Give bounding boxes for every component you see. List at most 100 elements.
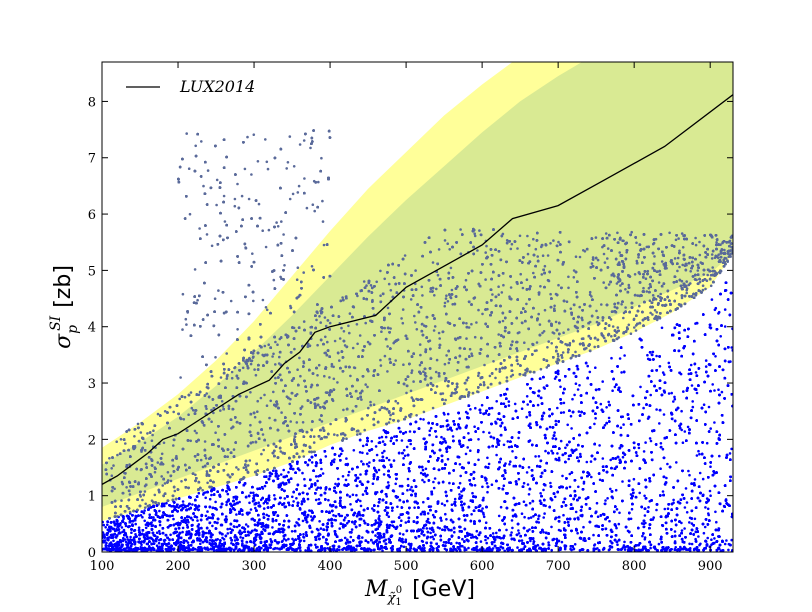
scatter-point — [163, 502, 166, 506]
scatter-point — [369, 403, 373, 407]
scatter-point — [238, 500, 241, 504]
scatter-point — [378, 459, 382, 462]
scatter-point — [246, 135, 249, 139]
scatter-point — [466, 376, 470, 380]
scatter-point — [467, 546, 470, 550]
scatter-point — [657, 294, 660, 298]
scatter-point — [658, 422, 661, 425]
scatter-point — [683, 430, 687, 433]
scatter-point — [381, 549, 384, 552]
scatter-point — [694, 537, 697, 541]
scatter-point — [444, 441, 448, 444]
scatter-point — [622, 239, 625, 243]
scatter-point — [338, 359, 341, 362]
scatter-point — [557, 355, 560, 358]
scatter-point — [567, 286, 570, 290]
scatter-point — [523, 341, 526, 345]
scatter-point — [465, 322, 468, 325]
scatter-point — [401, 321, 405, 325]
scatter-point — [338, 337, 342, 340]
scatter-point — [115, 440, 118, 444]
scatter-point — [332, 514, 335, 517]
scatter-point — [477, 458, 480, 462]
scatter-point — [169, 479, 173, 483]
scatter-point — [286, 161, 290, 164]
scatter-point — [679, 545, 682, 549]
scatter-point — [262, 502, 266, 505]
scatter-point — [233, 204, 237, 208]
scatter-point — [112, 464, 115, 467]
scatter-point — [302, 320, 306, 323]
scatter-point — [482, 496, 485, 500]
scatter-point — [409, 389, 413, 393]
scatter-point — [709, 465, 712, 469]
scatter-point — [419, 417, 422, 421]
scatter-point — [143, 490, 147, 493]
scatter-point — [711, 266, 714, 269]
scatter-point — [698, 452, 701, 456]
scatter-point — [319, 527, 323, 530]
scatter-point — [674, 546, 677, 549]
scatter-point — [701, 284, 705, 288]
scatter-point — [441, 440, 445, 444]
scatter-point — [287, 480, 291, 484]
scatter-point — [288, 402, 292, 406]
scatter-point — [353, 366, 357, 370]
scatter-point — [302, 271, 306, 274]
scatter-point — [555, 537, 559, 541]
scatter-point — [624, 288, 627, 291]
scatter-point — [318, 418, 322, 422]
scatter-point — [647, 286, 651, 290]
scatter-point — [402, 449, 406, 452]
scatter-point — [398, 484, 402, 488]
scatter-point — [359, 473, 362, 476]
scatter-point — [443, 304, 447, 308]
scatter-point — [672, 400, 675, 403]
scatter-point — [473, 484, 477, 487]
scatter-point — [443, 413, 446, 416]
scatter-point — [592, 533, 595, 537]
scatter-point — [723, 308, 727, 311]
scatter-point — [253, 415, 257, 419]
scatter-point — [525, 415, 528, 419]
scatter-point — [257, 501, 261, 505]
scatter-point — [431, 261, 435, 264]
scatter-point — [302, 455, 306, 458]
scatter-point — [607, 416, 611, 420]
scatter-point — [497, 333, 501, 336]
scatter-point — [299, 549, 302, 552]
scatter-point — [446, 412, 450, 416]
scatter-point — [590, 262, 594, 265]
scatter-point — [595, 501, 599, 505]
scatter-point — [393, 435, 396, 438]
scatter-point — [181, 530, 184, 534]
scatter-point — [263, 475, 266, 479]
scatter-point — [345, 437, 348, 441]
scatter-point — [400, 519, 403, 522]
scatter-point — [206, 510, 209, 513]
scatter-point — [296, 266, 300, 270]
scatter-point — [274, 340, 277, 344]
exclusion-bands — [102, 62, 733, 521]
scatter-point — [300, 500, 304, 503]
scatter-point — [302, 535, 305, 539]
scatter-point — [204, 457, 208, 460]
scatter-point — [702, 531, 706, 535]
scatter-point — [141, 498, 144, 502]
scatter-point — [577, 485, 580, 489]
scatter-point — [317, 180, 320, 184]
scatter-point — [501, 319, 505, 323]
scatter-point — [598, 444, 601, 447]
scatter-point — [213, 297, 217, 301]
scatter-point — [498, 367, 502, 371]
scatter-point — [481, 507, 484, 510]
scatter-point — [423, 546, 426, 550]
scatter-point — [516, 546, 519, 549]
scatter-point — [156, 461, 160, 464]
scatter-point — [210, 493, 213, 497]
scatter-point — [221, 536, 224, 540]
scatter-point — [376, 504, 380, 508]
scatter-point — [713, 389, 716, 392]
scatter-point — [298, 356, 301, 360]
